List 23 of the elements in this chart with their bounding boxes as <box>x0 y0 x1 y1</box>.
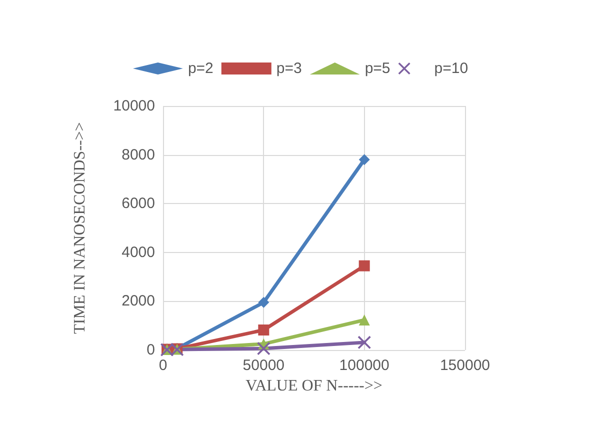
point <box>258 324 270 336</box>
y-tick-label: 8000 <box>122 146 155 164</box>
legend-label: p=5 <box>364 60 390 77</box>
legend-label: p=3 <box>276 60 302 77</box>
point <box>358 260 370 272</box>
y-tick-label: 2000 <box>122 292 155 310</box>
x-tick-label: 150000 <box>440 357 490 374</box>
y-tick-label: 4000 <box>122 244 155 261</box>
point <box>358 154 370 166</box>
legend-label: p=2 <box>188 60 214 77</box>
y-tick-label: 0 <box>146 342 155 358</box>
x-tick-label: 100000 <box>339 357 390 374</box>
y-axis-title: TIME IN NANOSECONDS-->> <box>72 122 88 334</box>
x-tick-label: 0 <box>158 357 168 374</box>
point <box>358 314 370 326</box>
legend-label: p=10 <box>434 60 468 77</box>
point <box>258 296 270 308</box>
point <box>257 342 270 356</box>
x-tick-label: 50000 <box>242 357 285 374</box>
x-axis-title: VALUE OF N----->> <box>246 378 382 394</box>
y-tick-label: 10000 <box>113 98 155 114</box>
y-tick-label: 6000 <box>122 195 155 212</box>
point <box>358 336 371 349</box>
